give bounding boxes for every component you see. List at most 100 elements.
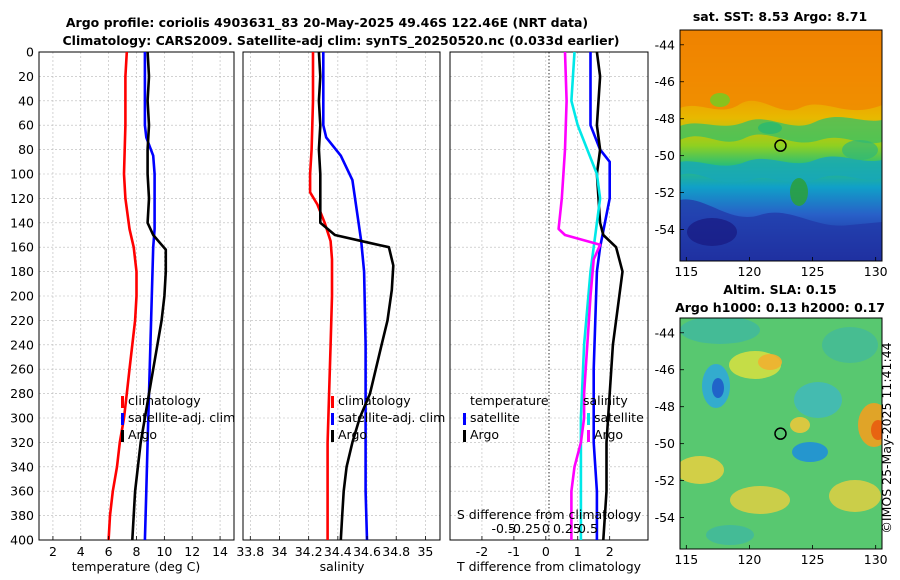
sla-map-frame (679, 317, 883, 550)
lat-tick-label: -46 (655, 74, 675, 89)
depth-tick-label: 80 (18, 142, 34, 157)
series-line-satellite-adj-clim (143, 52, 156, 541)
imos-credit: ©IMOS 25-May-2025 11:41:44 (879, 342, 894, 533)
depth-tick-label: 360 (10, 484, 34, 499)
figure-title-line2: Climatology: CARS2009. Satellite-adj cli… (62, 33, 619, 49)
lon-tick-label: 125 (801, 552, 825, 567)
sst-map-title: sat. SST: 8.53 Argo: 8.71 (693, 9, 867, 24)
x-tick-label: 4 (77, 544, 85, 559)
depth-tick-label: 200 (10, 289, 34, 304)
x-tick-label: 34.2 (295, 544, 323, 559)
lat-tick-label: -54 (655, 222, 675, 237)
lat-tick-label: -50 (655, 436, 675, 451)
difference-panel: -2 -1 0 1 2 S difference from climatology -0… (449, 51, 649, 574)
argo-position-marker (774, 139, 787, 152)
t-difference-xlabel: T difference from climatology (456, 559, 642, 574)
temperature-xlabel: temperature (deg C) (72, 559, 201, 574)
depth-tick-label: 40 (18, 93, 34, 108)
legend-swatch-climatology (331, 396, 334, 408)
legend-swatch-s-argo (587, 430, 590, 442)
x-tick-label: 34.6 (353, 544, 381, 559)
lon-tick-label: 115 (674, 552, 698, 567)
lat-tick-label: -48 (655, 399, 675, 414)
x-tick-label: 0 (542, 544, 550, 559)
depth-tick-label: 0 (26, 45, 34, 60)
legend-swatch-s-satellite (587, 413, 590, 425)
lon-tick-label: 115 (674, 264, 698, 279)
depth-tick-label: 160 (10, 240, 34, 255)
legend-swatch-climatology (121, 396, 124, 408)
lon-tick-label: 120 (738, 552, 762, 567)
x-tick-label: 35 (417, 544, 433, 559)
sst-map-panel: sat. SST: 8.53 Argo: 8.71 115 120 125 130 -4… (655, 9, 888, 279)
legend-label-climatology: climatology (128, 393, 201, 408)
lat-tick-label: -44 (655, 37, 675, 52)
argo-position-marker (774, 427, 787, 440)
lat-tick-label: -46 (655, 362, 675, 377)
salinity-legend: climatology satellite-adj. clim Argo (331, 393, 445, 442)
depth-tick-label: 140 (10, 215, 34, 230)
lon-tick-label: 130 (864, 552, 888, 567)
sst-map-frame (679, 29, 883, 262)
lat-tick-label: -52 (655, 473, 675, 488)
x-tick-label: 34 (272, 544, 288, 559)
x-tick-label: 14 (212, 544, 228, 559)
x-tick-label: -1 (508, 544, 520, 559)
depth-tick-label: 380 (10, 508, 34, 523)
difference-legend: temperature satellite Argo salinity sate… (463, 393, 644, 442)
sla-map-panel: Altim. SLA: 0.15 Argo h1000: 0.13 h2000:… (655, 282, 888, 567)
series-line-argo (317, 51, 395, 541)
legend-label-satellite: satellite-adj. clim (338, 410, 445, 425)
legend-swatch-satellite (121, 413, 124, 425)
s-difference-tick-label: 0 (542, 521, 550, 536)
series-line-s-satellite (570, 51, 602, 540)
salinity-xlabel: salinity (320, 559, 365, 574)
figure-title-line1: Argo profile: coriolis 4903631_83 20-May… (66, 15, 588, 31)
depth-tick-label: 280 (10, 386, 34, 401)
salinity-panel: 33.8 34 34.2 34.4 34.6 34.8 35 salinity climat… (236, 51, 445, 574)
legend-label-t-argo: Argo (470, 427, 499, 442)
x-tick-label: 12 (184, 544, 200, 559)
x-tick-label: 8 (133, 544, 141, 559)
s-difference-tick-label: 0.25 (553, 521, 581, 536)
series-line-climatology (308, 52, 334, 540)
lat-tick-label: -44 (655, 325, 675, 340)
s-difference-xlabel: S difference from climatology (457, 507, 642, 522)
s-difference-tick-label: -0.5 (491, 521, 515, 536)
depth-tick-label: 20 (18, 69, 34, 84)
depth-tick-label: 260 (10, 362, 34, 377)
depth-tick-label: 180 (10, 264, 34, 279)
lat-tick-label: -52 (655, 185, 675, 200)
depth-tick-label: 240 (10, 337, 34, 352)
sla-map-title-line1: Altim. SLA: 0.15 (723, 282, 836, 297)
temperature-legend: climatology satellite-adj. clim Argo (121, 393, 235, 442)
s-difference-tick-label: 0.5 (578, 521, 598, 536)
depth-tick-label: 60 (18, 118, 34, 133)
depth-tick-label: 120 (10, 191, 34, 206)
series-line-argo (131, 51, 168, 541)
depth-tick-label: 220 (10, 313, 34, 328)
sla-heatmap (680, 318, 882, 549)
x-tick-label: 10 (156, 544, 172, 559)
difference-axes-frame (449, 51, 649, 541)
legend-title-temperature: temperature (470, 393, 549, 408)
series-line-t-argo (595, 51, 624, 541)
legend-swatch-satellite (331, 413, 334, 425)
legend-label-argo: Argo (338, 427, 367, 442)
sla-map-title-line2: Argo h1000: 0.13 h2000: 0.17 (675, 300, 885, 315)
x-tick-label: 34.4 (324, 544, 352, 559)
temperature-panel: 2 4 6 8 10 12 14 0 20 40 60 80 100 120 140 160 180 200 22… (10, 45, 235, 575)
depth-tick-label: 340 (10, 459, 34, 474)
depth-tick-label: 320 (10, 435, 34, 450)
x-tick-label: 34.8 (382, 544, 410, 559)
legend-swatch-t-satellite (463, 413, 466, 425)
legend-label-s-argo: Argo (594, 427, 623, 442)
s-difference-tick-label: -0.25 (509, 521, 541, 536)
legend-label-satellite: satellite-adj. clim (128, 410, 235, 425)
series-line-climatology (107, 51, 138, 541)
legend-swatch-argo (331, 430, 334, 442)
depth-tick-label: 100 (10, 167, 34, 182)
lon-tick-label: 125 (801, 264, 825, 279)
